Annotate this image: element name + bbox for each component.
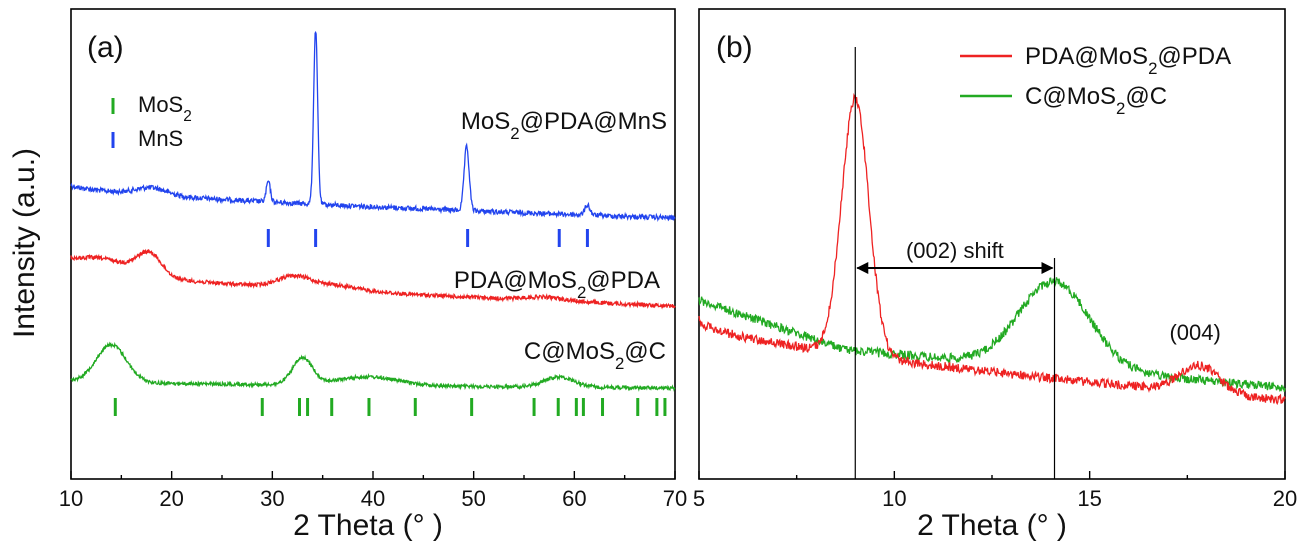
panel-a-curves [70, 30, 676, 392]
panel-b-label: (b) [716, 31, 753, 64]
panel-a-x-tick-label: 10 [59, 486, 83, 511]
panel-a-reference-ticks [113, 229, 667, 416]
panel-a-x-tick-label: 30 [260, 486, 284, 511]
y-axis-title: Intensity (a.u.) [8, 148, 41, 338]
panel-a-series-labels: MoS2@PDA@MnS PDA@MoS2@PDA C@MoS2@C [454, 108, 667, 373]
panel-a-x-tick-label: 70 [663, 486, 687, 511]
peak-004-label: (004) [1169, 320, 1220, 345]
panel-a-series-label: PDA@MoS2@PDA [454, 267, 660, 302]
panel-a-x-tick-label: 60 [562, 486, 586, 511]
panel-a: (a) 10 20 30 40 50 60 70 MoS2@PDA@MnS PDA@MoS2@… [59, 8, 687, 542]
panel-b-x-tick-label: 15 [1077, 486, 1101, 511]
panel-b-legend: PDA@MoS2@PDA C@MoS2@C [960, 43, 1231, 118]
panel-b-legend-label: C@MoS2@C [1025, 83, 1167, 118]
panel-b-x-tick-label: 20 [1273, 486, 1297, 511]
panel-a-x-tick-label: 40 [361, 486, 385, 511]
panel-b-legend-label: PDA@MoS2@PDA [1025, 43, 1231, 78]
panel-a-legend-label: MnS [138, 126, 183, 151]
panel-b-x-axis-title: 2 Theta (° ) [917, 509, 1067, 542]
panel-b-x-tick-label: 10 [882, 486, 906, 511]
panel-a-x-tick-label: 50 [461, 486, 485, 511]
panel-b-series-line [698, 92, 1286, 406]
shift-label: (002) shift [906, 238, 1004, 263]
panel-a-x-axis-title: 2 Theta (° ) [293, 509, 443, 542]
panel-a-series-line [70, 341, 676, 392]
panel-a-label: (a) [87, 31, 124, 64]
panel-b: (b) 5 10 15 20 (002) shift (004) PDA@MoS2@PD… [693, 8, 1297, 542]
panel-b-x-ticks: 5 10 15 20 [693, 471, 1297, 511]
shift-arrow-head-left [856, 262, 869, 274]
panel-a-x-tick-label: 20 [159, 486, 183, 511]
panel-a-series-line [70, 248, 676, 310]
panel-a-legend-label: MoS2 [138, 92, 192, 125]
panel-b-annotations: (002) shift (004) [854, 47, 1221, 479]
panel-a-x-ticks: 10 20 30 40 50 60 70 [59, 471, 687, 511]
panel-b-curves [698, 92, 1286, 406]
panel-a-series-label: MoS2@PDA@MnS [461, 108, 667, 143]
panel-b-series-line [698, 277, 1286, 393]
shift-arrow-head-right [1041, 262, 1054, 274]
panel-a-series-label: C@MoS2@C [524, 338, 666, 373]
panel-b-x-tick-label: 5 [693, 486, 705, 511]
panel-a-series-line [70, 30, 676, 222]
